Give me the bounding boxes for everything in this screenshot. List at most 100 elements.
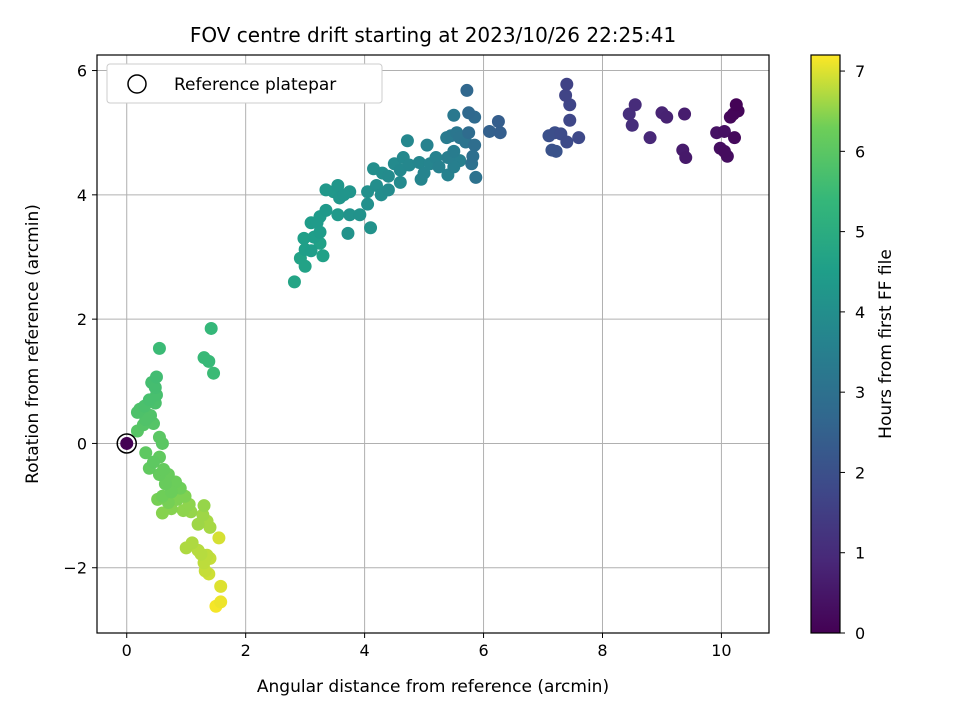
legend-marker-icon xyxy=(127,74,147,94)
data-point xyxy=(310,216,324,230)
data-point xyxy=(179,541,193,555)
data-point xyxy=(155,506,169,520)
reference-marker xyxy=(116,433,137,454)
data-point xyxy=(341,226,355,240)
data-point xyxy=(297,231,311,245)
y-axis-label: Rotation from reference (arcmin) xyxy=(23,204,43,484)
data-point xyxy=(432,160,446,174)
data-point xyxy=(717,144,731,158)
data-point xyxy=(197,499,211,513)
data-point xyxy=(643,131,657,145)
y-tick-label: −2 xyxy=(63,559,87,578)
data-point xyxy=(493,126,507,140)
colorbar-tick-label: 3 xyxy=(855,383,865,402)
colorbar: 0 1 2 3 4 5 6 7 Hours from first FF file xyxy=(810,54,896,643)
data-point xyxy=(381,183,395,197)
data-point xyxy=(214,579,228,593)
data-point xyxy=(146,455,160,469)
data-point xyxy=(316,249,330,263)
data-point xyxy=(420,138,434,152)
data-point xyxy=(337,188,351,202)
y-tick-label: 0 xyxy=(77,434,87,453)
data-point xyxy=(361,197,375,211)
colorbar-tick-label: 4 xyxy=(855,303,865,322)
y-tick-label: 4 xyxy=(77,186,87,205)
data-point xyxy=(447,108,461,122)
data-point xyxy=(545,143,559,157)
y-tick-label: 6 xyxy=(77,62,87,81)
data-point xyxy=(447,160,461,174)
data-point xyxy=(729,98,743,112)
data-point xyxy=(157,463,171,477)
data-point xyxy=(155,436,169,450)
plot-frame xyxy=(96,54,770,634)
colorbar-frame xyxy=(810,54,841,634)
colorbar-tick-label: 5 xyxy=(855,223,865,242)
chart-title: FOV centre drift starting at 2023/10/26 … xyxy=(190,23,676,47)
x-tick-label: 4 xyxy=(360,641,370,660)
colorbar-tick-label: 7 xyxy=(855,62,865,81)
data-point xyxy=(717,124,731,138)
data-point xyxy=(331,179,345,193)
x-tick-label: 8 xyxy=(597,641,607,660)
colorbar-tick-label: 6 xyxy=(855,142,865,161)
data-point xyxy=(319,203,333,217)
data-point xyxy=(417,166,431,180)
data-point xyxy=(393,175,407,189)
data-points xyxy=(130,77,745,613)
data-point xyxy=(148,381,162,395)
data-point xyxy=(468,138,482,152)
data-point xyxy=(304,244,318,258)
data-point xyxy=(204,321,218,335)
data-point xyxy=(563,113,577,127)
x-tick-label: 10 xyxy=(711,641,731,660)
data-point xyxy=(466,149,480,163)
data-point xyxy=(207,366,221,380)
data-point xyxy=(203,520,217,534)
data-point xyxy=(149,370,163,384)
colorbar-tick-label: 1 xyxy=(855,544,865,563)
data-point xyxy=(482,124,496,138)
data-point xyxy=(559,88,573,102)
data-point xyxy=(462,106,476,120)
data-point xyxy=(343,208,357,222)
data-point xyxy=(139,446,153,460)
data-point xyxy=(460,83,474,97)
data-point xyxy=(622,107,636,121)
colorbar-tick-label: 0 xyxy=(855,624,865,643)
data-point xyxy=(214,595,228,609)
x-axis-label: Angular distance from reference (arcmin) xyxy=(257,677,609,697)
data-point xyxy=(152,341,166,355)
data-point xyxy=(194,547,208,561)
data-point xyxy=(628,98,642,112)
data-point xyxy=(287,275,301,289)
data-point xyxy=(298,259,312,273)
data-point xyxy=(142,393,156,407)
reference-point xyxy=(120,436,134,450)
data-point xyxy=(202,354,216,368)
data-point xyxy=(364,221,378,235)
data-point xyxy=(560,135,574,149)
x-tick-label: 2 xyxy=(241,641,251,660)
data-point xyxy=(212,531,226,545)
legend-entry: Reference platepar xyxy=(174,75,336,95)
data-point xyxy=(353,208,367,222)
data-point xyxy=(191,517,205,531)
data-point xyxy=(462,126,476,140)
data-point xyxy=(400,134,414,148)
colorbar-label: Hours from first FF file xyxy=(876,249,896,439)
x-tick-label: 0 xyxy=(122,641,132,660)
data-point xyxy=(625,118,639,132)
data-point xyxy=(728,131,742,145)
data-point xyxy=(660,110,674,124)
reference-ring xyxy=(116,433,137,454)
data-point xyxy=(319,183,333,197)
legend: Reference platepar xyxy=(106,63,383,104)
data-point xyxy=(381,169,395,183)
data-point xyxy=(560,77,574,91)
data-point xyxy=(679,151,693,165)
data-point xyxy=(139,413,153,427)
data-point xyxy=(331,208,345,222)
x-axis-ticks: 0 2 4 6 8 10 xyxy=(122,633,732,660)
legend-box xyxy=(106,63,383,104)
